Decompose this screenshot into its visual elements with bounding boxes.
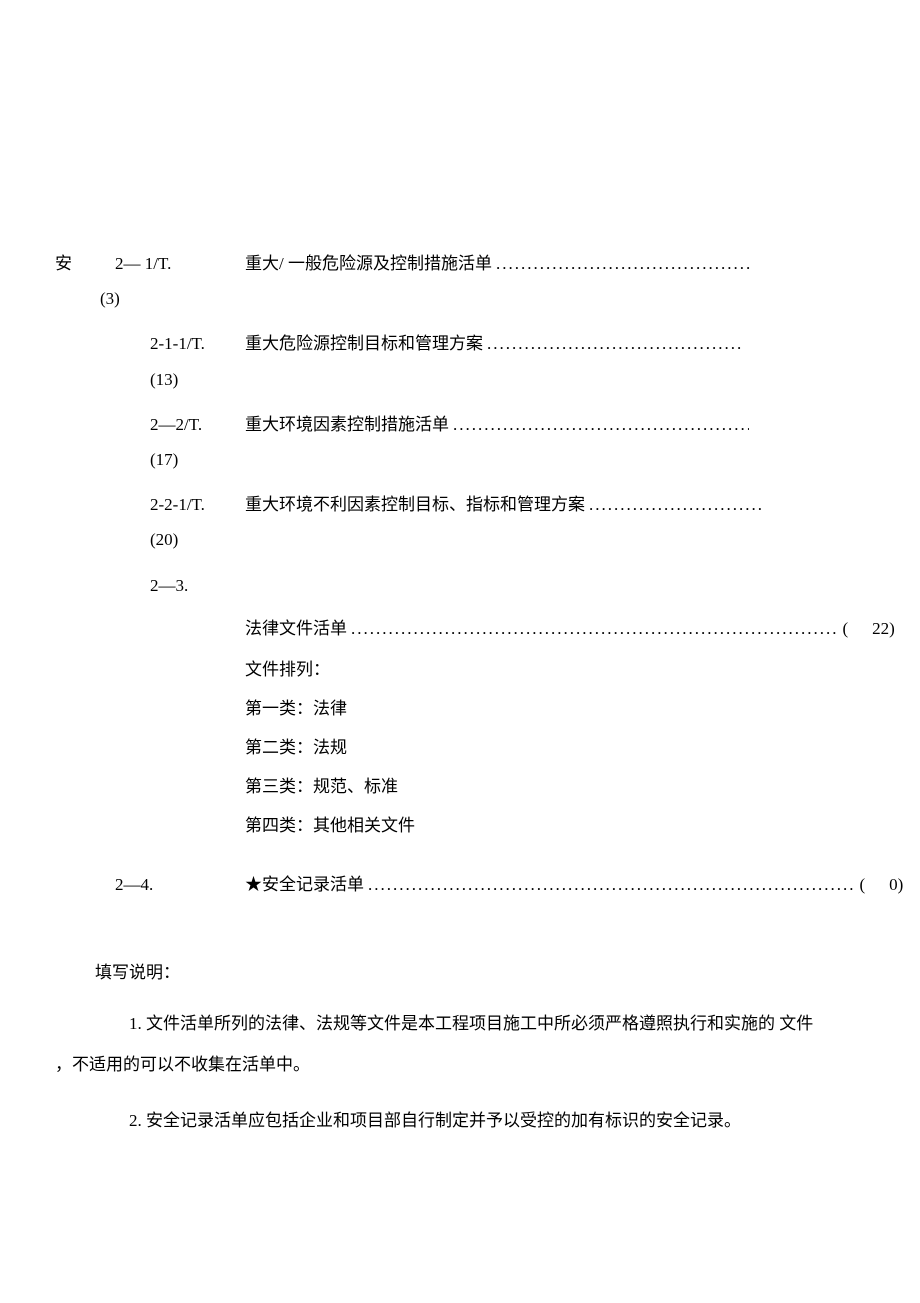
law-list-title-col: 法律文件活单 (22): [245, 615, 895, 642]
toc-row-5: 2—3.: [55, 572, 865, 599]
toc-code-3: 2—2/T.: [100, 411, 245, 438]
toc-page-4: (20): [100, 526, 178, 553]
sublist-label: 文件排列：: [245, 650, 865, 689]
law-list-row: 法律文件活单 (22): [55, 615, 865, 642]
toc-page-2: (13): [100, 366, 178, 393]
toc-row-4: 2-2-1/T. 重大环境不利因素控制目标、指标和管理方案: [55, 491, 865, 518]
law-list-title: 法律文件活单: [245, 615, 347, 642]
notes-section: 填写说明： 1. 文件活单所列的法律、法规等文件是本工程项目施工中所必须严格遵照…: [55, 959, 865, 1139]
notes-paragraph-2: 2. 安全记录活单应包括企业和项目部自行制定并予以受控的加有标识的安全记录。: [55, 1103, 865, 1139]
category-1: 第一类：法律: [245, 689, 865, 728]
toc-title-text-1: 重大/ 一般危险源及控制措施活单: [245, 250, 492, 277]
paren-open: (: [843, 619, 873, 638]
toc-row-2: 2-1-1/T. 重大危险源控制目标和管理方案: [55, 330, 865, 357]
toc-code-4: 2-2-1/T.: [100, 491, 245, 518]
dots: [347, 615, 843, 642]
toc-title-3: 重大环境因素控制措施活单: [245, 411, 865, 438]
notes-heading: 填写说明：: [55, 959, 865, 986]
toc-title-2: 重大危险源控制目标和管理方案: [245, 330, 865, 357]
toc-page-row-2: (13): [55, 366, 865, 393]
law-list-page: (22): [843, 615, 895, 642]
dots: [483, 330, 743, 357]
section-label: 安: [55, 250, 100, 277]
category-2: 第二类：法规: [245, 728, 865, 767]
toc-page-row-3: (17): [55, 446, 865, 473]
notes-paragraph-1b: ，不适用的可以不收集在活单中。: [55, 1047, 865, 1083]
toc-page-1: (3): [100, 285, 120, 312]
dots: [492, 250, 752, 277]
toc-page-row-4: (20): [55, 526, 865, 553]
toc-title-text-4: 重大环境不利因素控制目标、指标和管理方案: [245, 491, 585, 518]
notes-paragraph-1a: 1. 文件活单所列的法律、法规等文件是本工程项目施工中所必须严格遵照执行和实施的…: [55, 1006, 865, 1042]
toc-code-1: 2— 1/T.: [100, 250, 245, 277]
toc-section: 安 2— 1/T. 重大/ 一般危险源及控制措施活单 (3) 2-1-1/T. …: [55, 250, 865, 899]
toc-title-24-col: ★安全记录活单 (0): [245, 871, 903, 898]
toc-title-text-2: 重大危险源控制目标和管理方案: [245, 330, 483, 357]
category-4: 第四类：其他相关文件: [245, 806, 865, 845]
toc-row-1: 安 2— 1/T. 重大/ 一般危险源及控制措施活单: [55, 250, 865, 277]
file-arrangement: 文件排列： 第一类：法律 第二类：法规 第三类：规范、标准 第四类：其他相关文件: [55, 650, 865, 845]
toc-row-3: 2—2/T. 重大环境因素控制措施活单: [55, 411, 865, 438]
page-number: 0): [889, 875, 903, 894]
category-3: 第三类：规范、标准: [245, 767, 865, 806]
toc-title-text-3: 重大环境因素控制措施活单: [245, 411, 449, 438]
paren-open: (: [860, 875, 890, 894]
toc-page-24: (0): [860, 871, 904, 898]
toc-title-4: 重大环境不利因素控制目标、指标和管理方案: [245, 491, 865, 518]
toc-title-1: 重大/ 一般危险源及控制措施活单: [245, 250, 865, 277]
toc-code-24: 2—4.: [55, 871, 245, 898]
dots: [364, 871, 860, 898]
toc-page-3: (17): [100, 446, 178, 473]
toc-code-2: 2-1-1/T.: [100, 330, 245, 357]
dots: [449, 411, 749, 438]
page-number: 22): [872, 619, 895, 638]
dots: [585, 491, 765, 518]
toc-page-row-1: (3): [55, 285, 865, 312]
toc-row-24: 2—4. ★安全记录活单 (0): [55, 853, 865, 898]
toc-code-5: 2—3.: [100, 572, 245, 599]
toc-title-24: ★安全记录活单: [245, 871, 364, 898]
